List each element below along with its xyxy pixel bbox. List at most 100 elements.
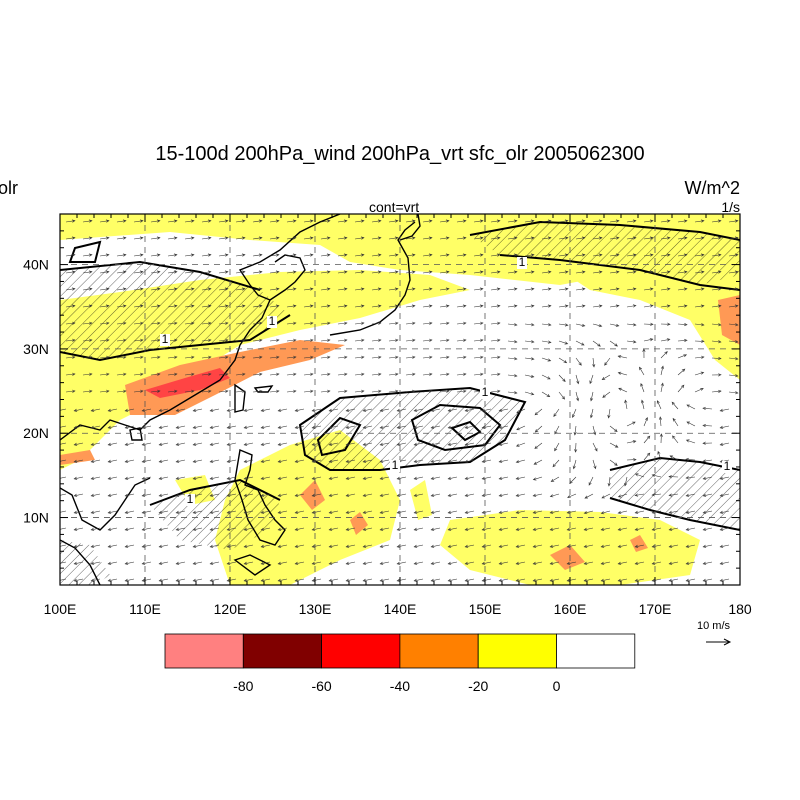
wind-vector	[65, 389, 76, 393]
wind-vector	[584, 493, 594, 499]
wind-vector	[141, 459, 152, 463]
wind-vector	[371, 372, 382, 376]
lon-tick-label: 180	[728, 601, 752, 617]
wind-vector	[133, 321, 144, 325]
wind-vector	[337, 389, 348, 393]
wind-vector	[524, 270, 535, 274]
wind-vector	[226, 561, 237, 565]
wind-vector	[524, 253, 535, 257]
wind-vector	[719, 493, 730, 497]
wind-vector	[209, 425, 220, 429]
wind-vector	[413, 459, 424, 463]
wind-vector	[685, 457, 696, 462]
wind-vector	[728, 236, 739, 240]
wind-vector	[532, 493, 543, 497]
wind-vector	[507, 253, 518, 257]
wind-vector	[158, 425, 169, 429]
wind-vector	[320, 389, 331, 393]
wind-vector	[286, 304, 297, 308]
wind-vector	[456, 219, 467, 223]
wind-vector	[524, 323, 535, 327]
wind-vector	[498, 408, 509, 412]
wind-vector	[558, 236, 569, 240]
colorbar-label: 0	[553, 678, 561, 694]
wind-vector	[592, 425, 597, 436]
wind-vector	[192, 408, 203, 412]
wind-vector	[184, 219, 195, 223]
wind-vector	[702, 561, 713, 565]
wind-vector	[668, 544, 679, 548]
wind-vector	[592, 357, 596, 368]
wind-vector	[515, 578, 526, 582]
wind-vector	[90, 476, 101, 480]
wind-vector	[107, 544, 118, 548]
wind-vector	[311, 578, 322, 582]
wind-vector	[660, 351, 668, 359]
wind-vector	[65, 253, 76, 257]
wind-vector	[634, 544, 645, 548]
wind-vector	[235, 287, 246, 291]
wind-vector	[507, 304, 518, 308]
wind-vector	[524, 219, 535, 223]
map-interior	[60, 214, 740, 585]
wind-vector	[490, 270, 501, 274]
wind-vector	[660, 322, 671, 326]
wind-vector	[337, 372, 348, 376]
wind-vector	[481, 408, 492, 412]
wind-vector	[396, 442, 407, 446]
wind-vector	[602, 391, 611, 398]
wind-vector	[498, 425, 509, 429]
wind-vector	[167, 253, 178, 257]
wind-vector	[464, 561, 475, 565]
colorbar-label: -20	[468, 678, 488, 694]
wind-vector	[592, 270, 603, 274]
wind-vector	[671, 401, 679, 410]
wind-vector	[711, 373, 722, 377]
wind-vector	[175, 544, 186, 548]
wind-vector	[371, 321, 382, 325]
wind-vector	[550, 476, 560, 482]
wind-vector	[430, 459, 441, 463]
wind-vector	[184, 236, 195, 240]
wind-vector	[150, 287, 161, 291]
wind-vector	[456, 253, 467, 257]
wind-vector	[286, 287, 297, 291]
wind-vector	[456, 338, 467, 342]
wind-vector	[456, 236, 467, 240]
wind-vector	[218, 304, 229, 308]
wind-vector	[141, 408, 152, 412]
wind-vector	[379, 527, 390, 531]
wind-vector	[430, 442, 441, 446]
wind-vector	[719, 408, 730, 412]
wind-vector	[269, 219, 280, 223]
wind-vector	[711, 304, 722, 308]
wind-vector	[260, 442, 271, 446]
wind-vector	[617, 527, 628, 531]
wind-vector	[354, 270, 365, 274]
wind-vector	[252, 321, 263, 325]
wind-vector	[320, 355, 331, 359]
contour-value-label: 1	[269, 314, 276, 328]
latitude-labels: 10N 20N 30N 40N	[23, 257, 49, 526]
wind-vector	[702, 441, 713, 445]
wind-vector	[201, 338, 212, 342]
wind-vector	[685, 476, 696, 480]
wind-vector	[651, 493, 662, 497]
wind-vector	[694, 371, 705, 376]
wind-vector	[65, 372, 76, 376]
wind-vector	[481, 510, 492, 514]
wind-vector	[320, 372, 331, 376]
lat-tick-label: 20N	[23, 425, 49, 441]
wind-vector	[294, 510, 305, 514]
wind-vector	[192, 578, 203, 582]
wind-vector	[371, 338, 382, 342]
wind-vector	[65, 236, 76, 240]
wind-vector	[405, 270, 416, 274]
wind-vector	[677, 304, 688, 308]
wind-vector	[422, 338, 433, 342]
olr-orange-west	[60, 450, 95, 465]
wind-vector	[303, 355, 314, 359]
wind-vector	[243, 561, 254, 565]
wind-vector	[711, 253, 722, 257]
wind-vector	[456, 270, 467, 274]
